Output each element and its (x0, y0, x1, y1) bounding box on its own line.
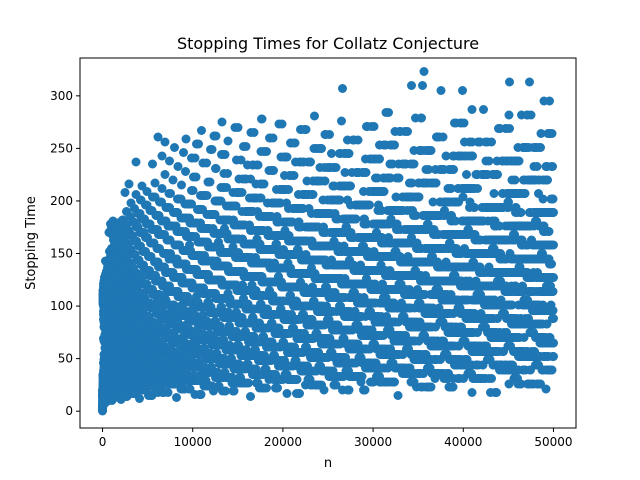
scatter-point (166, 189, 175, 198)
scatter-point (211, 131, 221, 141)
scatter-point (262, 147, 271, 156)
scatter-point (194, 139, 203, 149)
scatter-point (181, 167, 190, 176)
scatter-point (229, 386, 239, 396)
scatter-point (284, 185, 293, 194)
scatter-point (277, 119, 287, 129)
scatter-point (308, 190, 318, 199)
scatter-point (165, 156, 174, 166)
scatter-point (259, 179, 269, 189)
scatter-point (148, 159, 157, 169)
scatter-point (211, 164, 221, 173)
scatter-point (131, 157, 141, 167)
scatter-point (153, 132, 163, 142)
scatter-point (306, 157, 315, 167)
scatter-point (320, 176, 330, 186)
scatter-point (217, 117, 227, 127)
scatter-point (325, 130, 334, 139)
scatter-point (344, 149, 354, 158)
scatter-point (290, 138, 300, 148)
scatter-point (181, 134, 191, 144)
scatter-point (163, 388, 173, 397)
scatter-point (202, 158, 211, 168)
scatter-point (170, 143, 179, 152)
scatter-point (207, 145, 217, 154)
scatter-point (344, 385, 354, 395)
scatter-point (289, 171, 299, 180)
scatter-point (157, 184, 167, 193)
scatter-point (220, 150, 230, 159)
scatter-point (262, 383, 271, 393)
scatter-point (202, 191, 212, 200)
scatter-point (273, 383, 282, 393)
scatter-point (196, 390, 206, 399)
scatter-point (190, 153, 200, 163)
scatter-point (160, 137, 170, 147)
scatter-point (244, 378, 253, 388)
scatter-point (179, 148, 188, 157)
scatter-point (253, 160, 263, 170)
scatter-point (173, 162, 183, 171)
scatter-point (338, 84, 347, 93)
scatter-point (172, 393, 181, 402)
scatter-point (237, 188, 247, 197)
scatter-point (268, 133, 278, 143)
scatter-point (282, 152, 292, 162)
scatter-point (246, 392, 255, 401)
scatter-point (142, 187, 152, 196)
scatter-point (233, 123, 243, 132)
scatter-point (346, 181, 355, 191)
scatter-point (317, 144, 326, 153)
scatter-point (319, 385, 329, 395)
scatter-point (168, 175, 178, 185)
scatter-point (269, 166, 278, 175)
scatter-point (124, 179, 134, 189)
scatter-point (301, 125, 311, 134)
scatter-point (135, 394, 144, 403)
scatter-points (98, 67, 558, 416)
scatter-point (205, 177, 215, 187)
scatter-point (257, 114, 267, 124)
scatter-point (188, 186, 198, 195)
scatter-point (310, 111, 319, 121)
scatter-point (331, 163, 341, 172)
scatter-point (223, 169, 232, 178)
scatter-point (282, 389, 292, 398)
scatter-point (295, 389, 304, 398)
scatter-point (337, 116, 346, 126)
scatter-point (327, 149, 336, 158)
scatter-point (120, 188, 130, 197)
scatter-point (191, 172, 201, 182)
scatter-point (223, 136, 233, 146)
scatter-point (177, 180, 186, 190)
scatter-point (249, 128, 259, 137)
scatter-point (241, 142, 251, 151)
scatter-point (157, 151, 167, 161)
scatter-point (292, 375, 302, 384)
scatter-point (160, 170, 170, 179)
scatter-point (150, 178, 160, 188)
scatter-point (197, 126, 206, 135)
